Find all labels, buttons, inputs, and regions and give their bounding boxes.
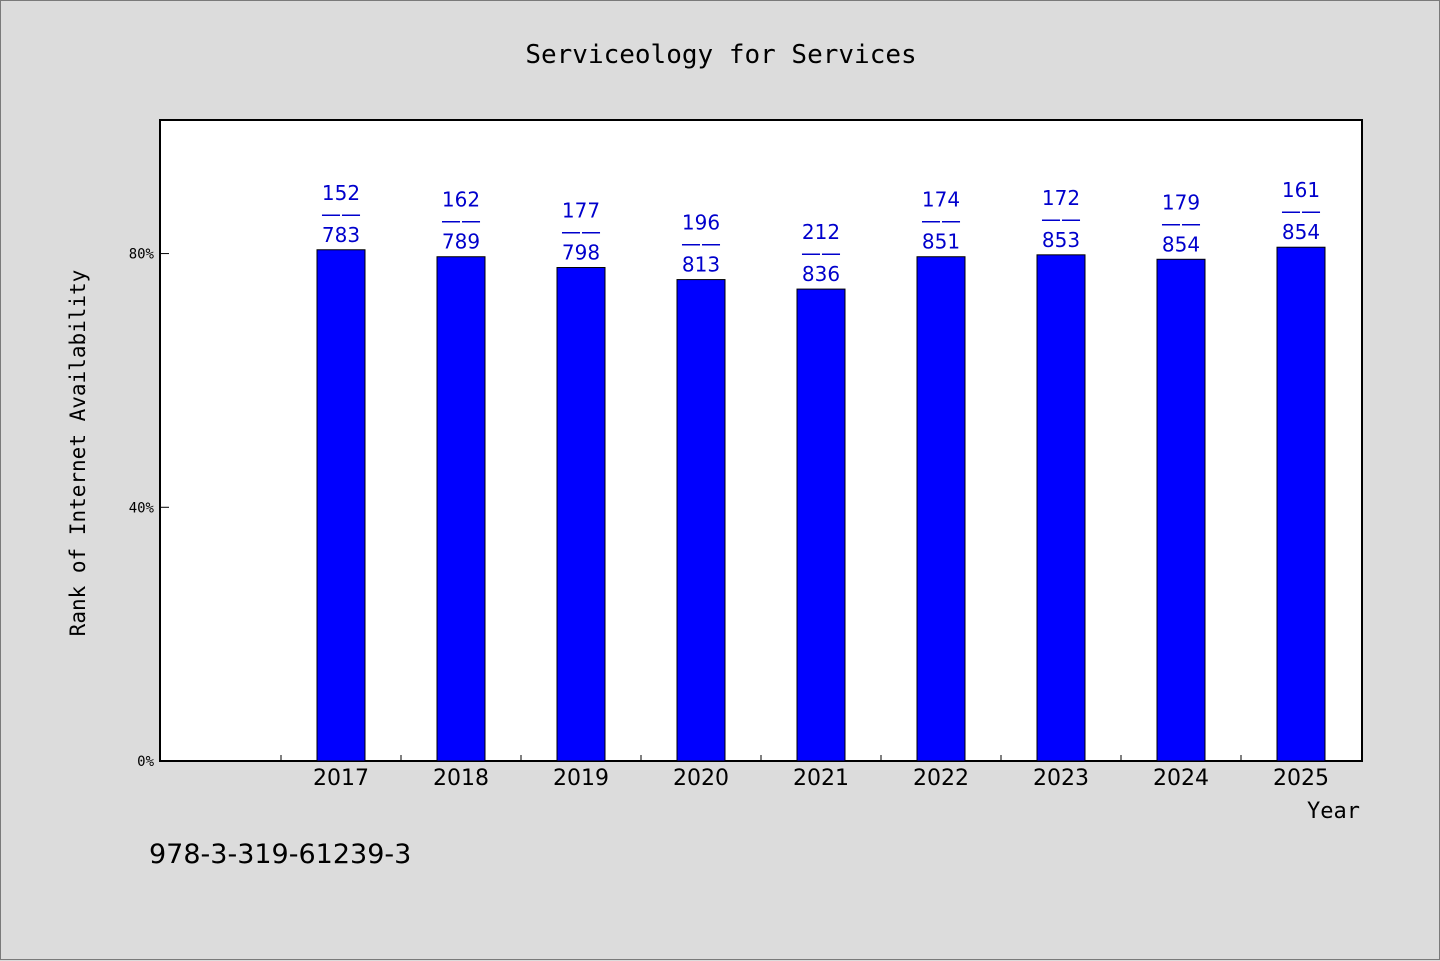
data-label-2024: —— [1161,211,1201,235]
data-label-2019: 798 [562,241,600,265]
y-tick-label: 80% [129,247,155,263]
data-label-2022: —— [921,209,961,233]
data-label-2024: 854 [1162,232,1200,256]
isbn-footer: 978-3-319-61239-3 [149,839,411,870]
y-tick-label: 40% [129,500,155,516]
x-tick-label-2025: 2025 [1273,766,1329,791]
data-label-2020: 196 [682,211,720,235]
data-label-2021: 212 [802,220,840,244]
data-label-2023: 172 [1042,186,1080,210]
data-label-2017: 783 [322,223,360,247]
data-label-2025: —— [1281,199,1321,223]
x-tick-label-2019: 2019 [553,766,609,791]
y-tick-label: 0% [137,754,154,770]
data-label-2021: 836 [802,262,840,286]
x-tick-label-2021: 2021 [793,766,849,791]
y-axis-ticks: 0% 40% 80% [129,247,169,770]
data-label-2024: 179 [1162,190,1200,214]
x-tick-label-2024: 2024 [1153,766,1209,791]
data-label-2022: 851 [922,230,960,254]
bar-2020 [676,279,726,762]
data-label-2020: —— [681,232,721,256]
data-label-2025: 854 [1282,220,1320,244]
x-tick-label-2017: 2017 [313,766,369,791]
x-tick-label-2020: 2020 [673,766,729,791]
bar-2018 [436,256,486,762]
data-label-2019: —— [561,220,601,244]
data-label-2018: —— [441,209,481,233]
data-label-2023: 853 [1042,228,1080,252]
x-tick-label-2023: 2023 [1033,766,1089,791]
data-label-2022: 174 [922,188,960,212]
data-label-2017: —— [321,202,361,226]
data-labels-group: 783——152789——162798——177813——196836——212… [321,178,1321,286]
bar-2019 [556,267,606,762]
x-axis-ticks: 2017 2018 2019 2020 2021 2022 2023 2024 2025 [280,755,1329,791]
data-label-2018: 789 [442,230,480,254]
data-label-2020: 813 [682,253,720,277]
x-axis-label: Year [1307,799,1360,824]
bar-2023 [1036,254,1086,762]
data-label-2017: 152 [322,181,360,205]
bars-group [316,246,1326,762]
chart-title: Serviceology for Services [525,40,916,70]
y-axis-label: Rank of Internet Availability [66,270,90,637]
x-tick-label-2018: 2018 [433,766,489,791]
data-label-2018: 162 [442,188,480,212]
data-label-2021: —— [801,241,841,265]
data-label-2025: 161 [1282,178,1320,202]
bar-2021 [796,288,846,762]
data-label-2023: —— [1041,207,1081,231]
bar-2017 [316,249,366,762]
bar-2024 [1156,258,1206,762]
bar-2022 [916,256,966,762]
bar-2025 [1276,246,1326,762]
x-tick-label-2022: 2022 [913,766,969,791]
data-label-2019: 177 [562,199,600,223]
